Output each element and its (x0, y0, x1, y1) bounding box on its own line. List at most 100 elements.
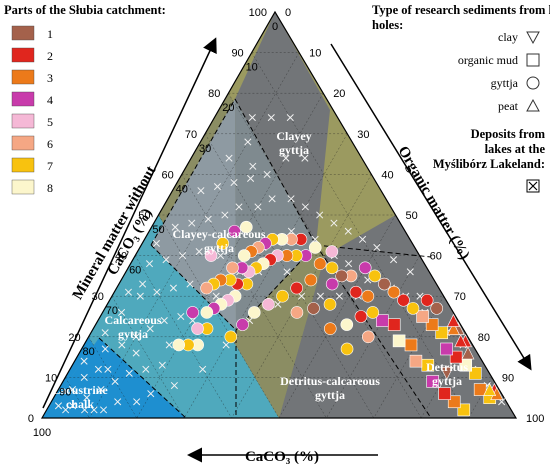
kettle-point-gyttja (361, 330, 375, 344)
legend-sediment-label: clay (498, 30, 518, 44)
lake-point (316, 292, 325, 300)
zone-label-detritus-calcareous-gyttja-line: gyttja (315, 388, 345, 402)
lake-point (244, 138, 252, 146)
zone-label-clayey-gyttja-line: gyttja (279, 143, 309, 157)
lake-point (94, 365, 102, 373)
legend-parts-title: Parts of the Słubia catchment: (4, 3, 166, 17)
kettle-point-clay (440, 367, 454, 381)
tick-left: 60 (162, 169, 174, 181)
zone-boundary (315, 244, 432, 419)
kettle-point-organic-mud (404, 338, 418, 352)
zone-label-clayey-calcareous-gyttja-line: Clayey-calcareous (172, 227, 265, 241)
tick-left: 30 (92, 291, 104, 303)
grid-line-caco3 (251, 52, 469, 419)
lake-point (216, 252, 225, 260)
tick-left: 40 (115, 251, 127, 263)
tick-right: 90 (502, 372, 514, 384)
lake-point (406, 268, 414, 276)
legend-part-label: 8 (47, 181, 53, 195)
tick-left: 50 (138, 210, 150, 222)
zone-label-clayey-calcareous-gyttja-line: gyttja (204, 241, 234, 255)
tick-bottom: 40 (176, 183, 188, 195)
legend-part-label: 2 (47, 49, 53, 63)
kettle-point-gyttja (358, 261, 372, 275)
lake-point (359, 235, 367, 243)
kettle-point-organic-mud (425, 318, 439, 331)
right-axis-arrow (330, 43, 532, 371)
legend-sediment-label: peat (498, 99, 519, 113)
kettle-point-gyttja (290, 281, 303, 295)
kettle-point-organic-mud (440, 342, 453, 356)
kettle-point-gyttja (237, 249, 251, 262)
zone-label-lacustrine-chalk-line: Lacustrine (52, 383, 108, 397)
tick-right: 50 (406, 210, 418, 222)
lake-point (344, 227, 352, 235)
kettle-point-gyttja (308, 241, 322, 254)
lake-point (162, 256, 170, 264)
legend-part-swatch (11, 91, 35, 107)
lake-point (133, 398, 141, 406)
triangle-frame (40, 10, 518, 419)
legend-sediment-title: Type of research sediments from kettleho… (372, 3, 550, 32)
legend-deposits-line: Deposits from (471, 127, 546, 141)
lake-point (169, 284, 177, 292)
zone-label-clayey-calcareous-gyttja: Clayey-calcareous gyttja (172, 227, 265, 255)
lake-point (114, 398, 122, 406)
lake-point (83, 394, 91, 402)
kettle-point-gyttja (430, 302, 444, 315)
kettle-point-organic-mud (438, 387, 451, 400)
kettle-point-gyttja (186, 306, 199, 319)
lake-point (81, 406, 89, 414)
zone-label-lacustrine-chalk: Lacustrine chalk (52, 383, 108, 411)
lake-point (249, 162, 257, 170)
kettle-point-organic-mud (426, 375, 439, 388)
kettle-point-peat (483, 382, 497, 396)
tick-left: 0 (28, 413, 34, 425)
zone-clayey-fill (235, 12, 330, 245)
lake-point (330, 219, 338, 227)
lake-point (230, 178, 238, 187)
grid-line-caco3 (158, 214, 280, 419)
zone-label-detritus-gyttja-line: gyttja (432, 374, 462, 388)
zone-clayey-calcareous-fill (151, 99, 236, 330)
tick-bottom: 70 (106, 305, 118, 317)
kettle-point-organic-mud (457, 403, 471, 417)
legend-part-label: 6 (47, 137, 53, 151)
zone-boundary (98, 337, 187, 419)
lake-point (390, 256, 398, 264)
zone-label-detritus-gyttja: Detritus gyttja (426, 360, 468, 388)
kettle-point-organic-mud (449, 350, 463, 364)
kettle-point-gyttja (387, 285, 401, 299)
kettle-point-organic-mud (387, 318, 401, 331)
legend-gyttja-icon (526, 76, 540, 90)
data-points (54, 114, 506, 417)
legend-part-swatch (11, 179, 35, 195)
kettle-point-gyttja (361, 289, 375, 303)
legend-part-swatch (11, 25, 35, 41)
lake-point (301, 203, 309, 211)
lake-point (101, 329, 109, 337)
kettle-point-gyttja (226, 261, 239, 275)
kettle-point-gyttja (290, 306, 304, 319)
left-axis-arrow (42, 37, 217, 409)
lake-point (254, 203, 262, 211)
lake-point (282, 154, 290, 162)
legend-part-swatch (11, 47, 35, 63)
tick-left: 90 (231, 48, 243, 60)
zone-boundary (150, 98, 236, 246)
kettle-point-gyttja (335, 269, 348, 283)
lake-point (104, 365, 112, 373)
lake-point (125, 369, 133, 377)
zone-label-calcareous-gyttja-line: gyttja (118, 327, 148, 341)
grid-line-organic (278, 214, 396, 419)
lake-point (267, 114, 275, 122)
lake-point (248, 114, 256, 122)
kettle-point-organic-mud (447, 395, 461, 409)
lake-point (111, 377, 119, 386)
lake-point (69, 402, 77, 410)
kettle-point-organic-mud (473, 383, 487, 396)
zone-label-clayey-gyttja: Clayey gyttja (276, 129, 311, 157)
lake-point (118, 341, 126, 349)
